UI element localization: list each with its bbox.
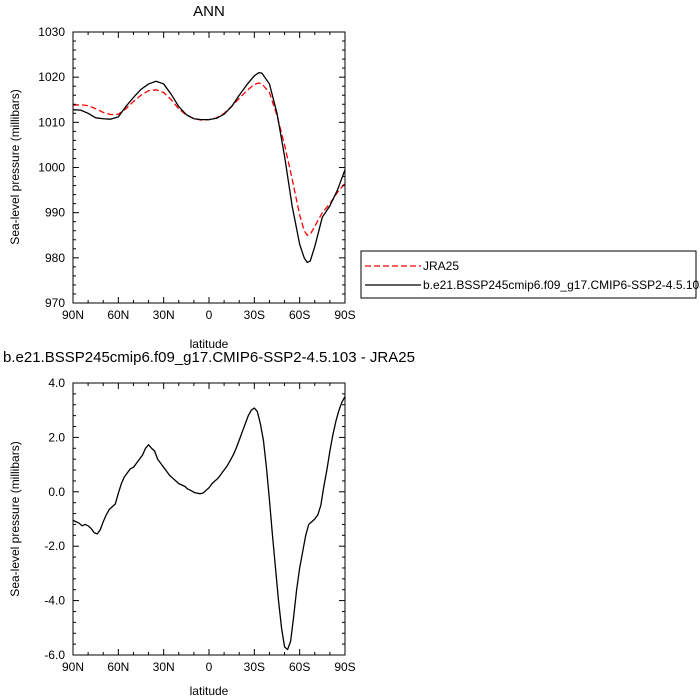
y-tick-label: 1030 [38, 25, 65, 39]
y-tick-label: 2.0 [48, 430, 65, 444]
y-tick-label: 0.0 [48, 485, 65, 499]
bottom-plot-title: b.e21.BSSP245cmip6.f09_g17.CMIP6-SSP2-4.… [3, 349, 415, 366]
top-x-axis-label: latitude [190, 337, 229, 351]
panel-sea-level-pressure: ANN 90N 60N 30N 0 30S 60S 90S 970 980 990 1000 1010… [8, 3, 700, 351]
legend-box [360, 250, 697, 299]
y-tick-label: 970 [45, 296, 65, 310]
x-tick-label: 90S [334, 308, 355, 322]
x-tick-label: 90N [62, 660, 84, 674]
legend: JRA25 b.e21.BSSP245cmip6.f09_g17.CMIP6-S… [360, 250, 700, 299]
x-tick-label: 0 [206, 660, 213, 674]
x-tick-label: 30S [244, 660, 265, 674]
x-tick-label: 90N [62, 308, 84, 322]
legend-label-model: b.e21.BSSP245cmip6.f09_g17.CMIP6-SSP2-4.… [423, 278, 700, 292]
x-tick-label: 30N [153, 660, 175, 674]
x-tick-label: 0 [206, 308, 213, 322]
top-y-axis-label: Sea-level pressure (millibars) [8, 89, 22, 244]
series-line-b-e21-bssp245cmip6-f09-g17-cmip6-ssp2-4-5-103 [73, 72, 345, 264]
x-tick-label: 30N [153, 308, 175, 322]
y-tick-label: 1010 [38, 115, 65, 129]
y-tick-label: 4.0 [48, 376, 65, 390]
x-tick-label: 60S [289, 308, 310, 322]
top-plot-title: ANN [193, 3, 225, 20]
bottom-x-axis-label: latitude [190, 684, 229, 698]
y-tick-label: 980 [45, 251, 65, 265]
x-tick-label: 30S [244, 308, 265, 322]
y-tick-label: 990 [45, 206, 65, 220]
bottom-plot-frame [72, 382, 346, 656]
bottom-y-axis-label: Sea-level pressure (millibars) [8, 441, 22, 596]
legend-label-jra25: JRA25 [423, 259, 459, 273]
series-line-jra25 [73, 82, 345, 236]
panel-difference: b.e21.BSSP245cmip6.f09_g17.CMIP6-SSP2-4.… [3, 349, 415, 698]
x-tick-label: 60S [289, 660, 310, 674]
top-plot-frame [72, 31, 346, 304]
x-tick-label: 60N [107, 660, 129, 674]
series-line-difference [73, 396, 345, 651]
y-tick-label: -4.0 [44, 594, 65, 608]
x-tick-label: 90S [334, 660, 355, 674]
y-tick-label: -6.0 [44, 648, 65, 662]
y-tick-label: 1020 [38, 70, 65, 84]
x-tick-label: 60N [107, 308, 129, 322]
y-tick-label: -2.0 [44, 539, 65, 553]
y-tick-label: 1000 [38, 161, 65, 175]
